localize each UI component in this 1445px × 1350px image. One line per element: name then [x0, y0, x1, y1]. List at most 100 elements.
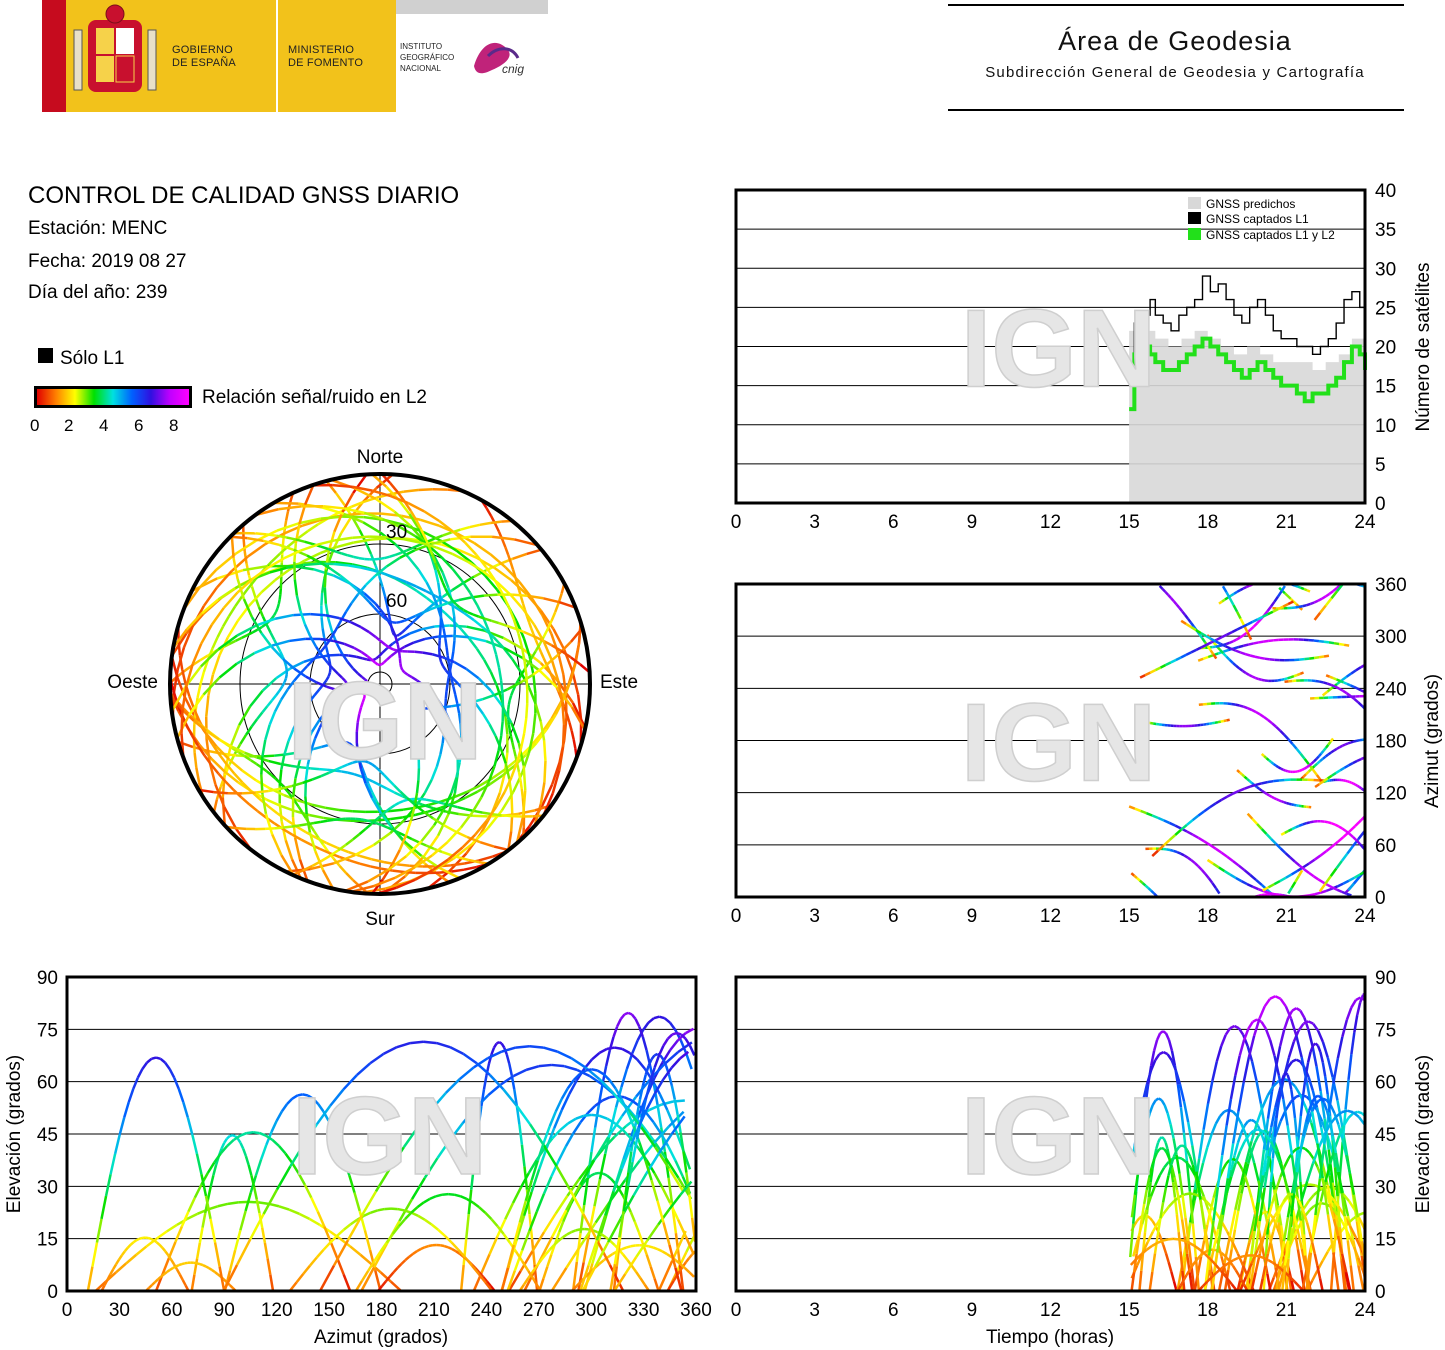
sky-track-segment: [303, 551, 321, 562]
elev-time-segment: [1240, 1177, 1247, 1194]
elev-time-segment: [1275, 1176, 1282, 1190]
elev-time-segment: [1220, 1034, 1227, 1047]
elev-time-segment: [1283, 1240, 1290, 1266]
sky-track-segment: [534, 703, 542, 722]
azimuth-track-segment: [1265, 833, 1273, 840]
azimuth-track-segment: [1235, 611, 1242, 620]
sky-track-segment: [425, 798, 432, 802]
elev-az-segment: [496, 1041, 500, 1045]
azimuth-track-segment: [1257, 615, 1264, 621]
elev-az-segment: [358, 1210, 367, 1231]
azimuth-track-segment: [1280, 831, 1286, 836]
sky-track-segment: [320, 819, 328, 824]
sky-track-segment: [475, 704, 485, 715]
azimuth-track-segment: [1324, 744, 1330, 749]
elev-time-segment: [1258, 1149, 1266, 1183]
azimuth-track-segment: [1314, 783, 1320, 789]
sky-track-segment: [180, 709, 184, 734]
elev-az-segment: [519, 1172, 530, 1189]
sky-track-segment: [496, 581, 512, 596]
ea-ytick: 15: [37, 1230, 58, 1251]
azimuth-track-segment: [1225, 591, 1232, 600]
elev-az-segment: [663, 1017, 671, 1024]
sky-track-segment: [231, 745, 246, 754]
elev-az-segment: [475, 1062, 491, 1077]
elev-time-segment: [1219, 1110, 1226, 1117]
sky-track-segment: [420, 797, 427, 801]
elev-time-segment: [1164, 1175, 1170, 1189]
elev-az-segment: [444, 1234, 453, 1244]
elev-az-segment: [416, 1247, 422, 1253]
sky-ring-label-30: 30: [386, 522, 407, 543]
sky-track-segment: [213, 790, 229, 795]
elev-time-segment: [1155, 1148, 1161, 1154]
sky-track-segment: [200, 624, 213, 645]
sky-track-segment: [250, 759, 258, 766]
sky-track-segment: [276, 645, 282, 653]
sky-track-segment: [236, 578, 253, 594]
elev-time-segment: [1248, 1234, 1253, 1244]
elev-az-segment: [638, 1085, 645, 1100]
elev-time-segment: [1325, 1110, 1332, 1123]
sky-track-segment: [210, 757, 226, 773]
elev-az-segment: [271, 1139, 280, 1147]
elev-az-segment: [488, 1236, 499, 1255]
sky-track-segment: [398, 799, 404, 805]
az-ytick: 180: [1375, 732, 1407, 753]
elev-az-segment: [596, 1069, 605, 1076]
elev-az-segment: [307, 1094, 314, 1100]
sky-track-segment: [426, 537, 435, 543]
azimuth-track-segment: [1367, 793, 1369, 795]
sky-track-segment: [487, 809, 503, 829]
sat-xtick: 24: [1354, 512, 1376, 533]
azimuth-track-segment: [1258, 787, 1263, 792]
azimuth-track-segment: [1170, 658, 1177, 664]
elev-time-segment: [1263, 1155, 1271, 1189]
elev-az-segment: [417, 1214, 426, 1221]
azimuth-track-segment: [1327, 821, 1332, 825]
sky-track-segment: [308, 831, 317, 852]
elev-az-segment: [575, 1114, 585, 1120]
azimuth-track-segment: [1331, 886, 1338, 891]
elev-time-segment: [1172, 1280, 1178, 1291]
sky-track-segment: [270, 694, 277, 702]
sky-track-segment: [301, 811, 307, 819]
elev-az-segment: [566, 1178, 581, 1197]
sky-track-segment: [560, 649, 572, 659]
elev-time-segment: [1206, 1133, 1213, 1148]
sky-track-segment: [503, 646, 523, 659]
sky-track-segment: [509, 736, 514, 743]
sky-track-segment: [522, 718, 528, 734]
elev-az-segment: [535, 1193, 546, 1213]
sky-track-segment: [370, 537, 389, 541]
azimuth-track-segment: [1248, 673, 1253, 678]
elev-time-segment: [1336, 1235, 1344, 1255]
sky-track-segment: [348, 581, 358, 591]
elev-az-segment: [554, 1195, 569, 1215]
sky-track-segment: [355, 742, 360, 756]
azimuth-track-segment: [1323, 654, 1330, 658]
sky-track-segment: [371, 763, 377, 769]
azimuth-track-segment: [1136, 877, 1141, 882]
elev-az-segment: [396, 1263, 403, 1269]
sky-track-segment: [489, 553, 507, 569]
elev-time-segment: [1400, 1235, 1405, 1243]
elev-time-segment: [1184, 1217, 1190, 1242]
elev-az-segment: [521, 1260, 530, 1272]
sky-track-segment: [517, 633, 524, 648]
sky-track-segment: [274, 607, 279, 613]
azimuth-track-segment: [1296, 672, 1301, 677]
elev-az-segment: [416, 1108, 433, 1129]
sky-track-segment: [431, 653, 444, 659]
azimuth-track-segment: [1197, 810, 1205, 817]
sky-track-segment: [255, 532, 267, 536]
sky-track-segment: [249, 689, 264, 708]
elev-time-segment: [1426, 1281, 1431, 1291]
elev-az-segment: [579, 1265, 590, 1291]
elev-time-segment: [1321, 1062, 1327, 1077]
sky-track-segment: [255, 789, 269, 794]
sky-track-segment: [576, 694, 583, 720]
azimuth-track-segment: [1385, 704, 1388, 706]
sky-track-segment: [371, 797, 383, 814]
sky-track-segment: [219, 774, 227, 788]
